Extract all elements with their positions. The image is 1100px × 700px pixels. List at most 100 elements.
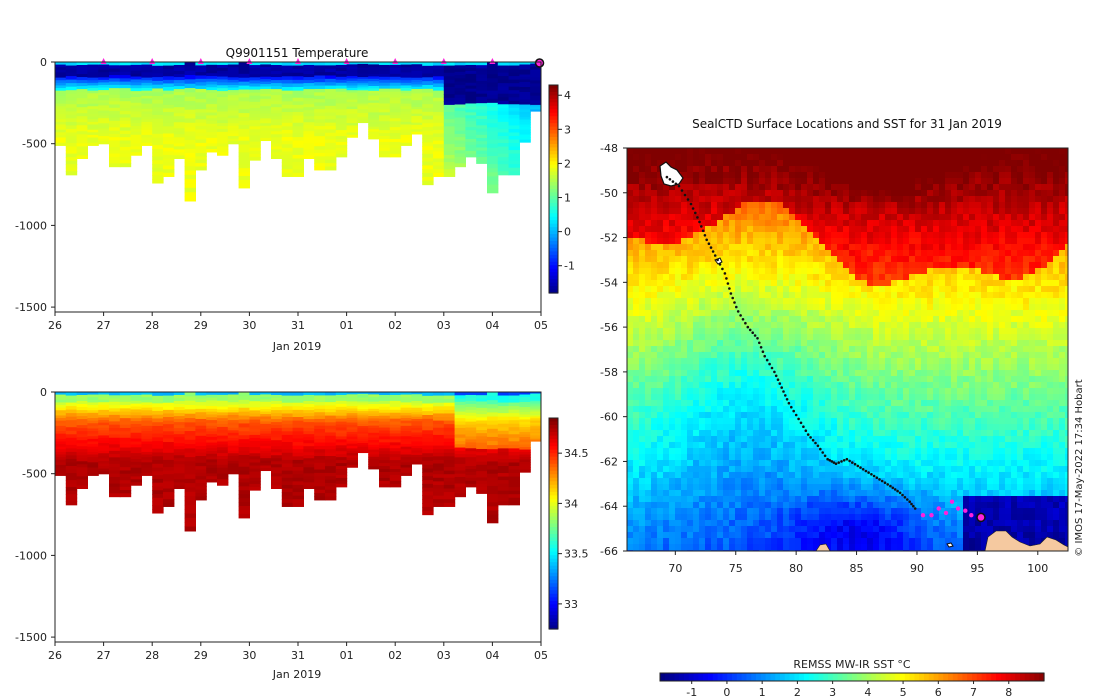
section-cell: [400, 399, 412, 404]
section-cell: [357, 435, 369, 438]
section-cell: [530, 408, 541, 411]
sst-cell: [909, 226, 916, 233]
section-cell: [55, 451, 67, 456]
section-cell: [206, 442, 218, 446]
section-cell: [422, 146, 434, 151]
section-cell: [87, 124, 99, 128]
section-cell: [195, 95, 207, 100]
sst-cell: [873, 268, 880, 275]
sst-cell: [1035, 154, 1042, 161]
section-cell: [303, 137, 315, 141]
section-cell: [454, 68, 466, 73]
sst-cell: [957, 220, 964, 227]
section-cell: [454, 107, 466, 112]
section-cell: [152, 392, 164, 397]
sst-cell: [861, 286, 868, 293]
section-cell: [87, 449, 99, 453]
section-cell: [508, 118, 520, 123]
section-cell: [249, 468, 261, 473]
section-cell: [357, 118, 369, 122]
section-cell: [238, 156, 250, 161]
section-cell: [271, 458, 283, 462]
sst-cell: [1023, 178, 1030, 185]
section-cell: [98, 404, 110, 408]
section-cell: [217, 96, 229, 101]
sst-cell: [885, 268, 892, 275]
section-cell: [454, 143, 466, 148]
section-cell: [238, 132, 250, 138]
section-cell: [249, 65, 261, 69]
section-cell: [292, 488, 304, 493]
section-cell: [119, 68, 132, 73]
sst-cell: [729, 238, 736, 245]
section-cell: [173, 482, 186, 486]
section-cell: [152, 73, 164, 78]
sst-cell: [861, 148, 868, 155]
section-cell: [443, 162, 456, 167]
sst-cell: [759, 172, 766, 179]
section-cell: [152, 403, 164, 408]
section-cell: [65, 455, 78, 460]
section-cell: [152, 414, 164, 420]
temperature-colorbar-step: [549, 85, 558, 90]
section-cell: [227, 79, 240, 84]
section-cell: [173, 122, 186, 126]
section-cell: [217, 123, 229, 127]
section-cell: [411, 111, 423, 115]
sst-cell: [741, 172, 748, 179]
section-cell: [443, 445, 456, 450]
section-cell: [271, 113, 283, 117]
section-cell: [109, 421, 121, 426]
section-cell: [411, 75, 423, 79]
sst-cell: [723, 208, 730, 215]
section-cell: [368, 100, 380, 104]
sst-cell: [735, 154, 742, 161]
section-cell: [476, 84, 488, 88]
section-cell: [184, 88, 196, 93]
sst-cell: [1059, 232, 1066, 239]
sst-cell: [831, 214, 838, 221]
salinity-colorbar-step: [549, 453, 558, 458]
section-cell: [281, 434, 294, 440]
sst-cell: [753, 172, 760, 179]
sst-cell: [1029, 244, 1036, 251]
section-cell: [508, 121, 520, 127]
section-cell: [422, 422, 434, 428]
section-cell: [519, 439, 531, 443]
sst-cell: [693, 202, 700, 209]
sst-cell: [657, 280, 664, 287]
sst-cell: [1029, 238, 1036, 245]
section-cell: [65, 483, 78, 488]
sst-cell: [903, 166, 910, 173]
sst-cell: [813, 184, 820, 191]
section-cell: [249, 147, 261, 152]
section-cell: [271, 449, 283, 453]
section-cell: [508, 416, 520, 421]
section-cell: [238, 97, 250, 102]
sst-cell: [825, 226, 832, 233]
section-cell: [497, 171, 510, 176]
section-cell: [163, 147, 175, 152]
section-cell: [454, 476, 466, 481]
section-cell: [487, 66, 499, 71]
section-cell: [508, 434, 520, 439]
sst-cell: [927, 220, 934, 227]
section-cell: [65, 128, 78, 134]
sst-cell: [957, 166, 964, 173]
section-cell: [476, 426, 488, 431]
section-cell: [357, 79, 369, 82]
section-cell: [55, 454, 67, 458]
section-cell: [519, 139, 531, 143]
sst-cell: [867, 244, 874, 251]
section-cell: [76, 131, 88, 135]
sst-cell: [1011, 286, 1018, 293]
section-cell: [173, 425, 186, 429]
sst-cell: [993, 280, 1000, 287]
section-cell: [217, 85, 229, 89]
section-cell: [314, 392, 326, 396]
sst-cell: [639, 160, 646, 167]
sst-cell: [897, 232, 904, 239]
section-cell: [281, 399, 294, 404]
section-cell: [260, 128, 272, 132]
sst-cell: [753, 184, 760, 191]
